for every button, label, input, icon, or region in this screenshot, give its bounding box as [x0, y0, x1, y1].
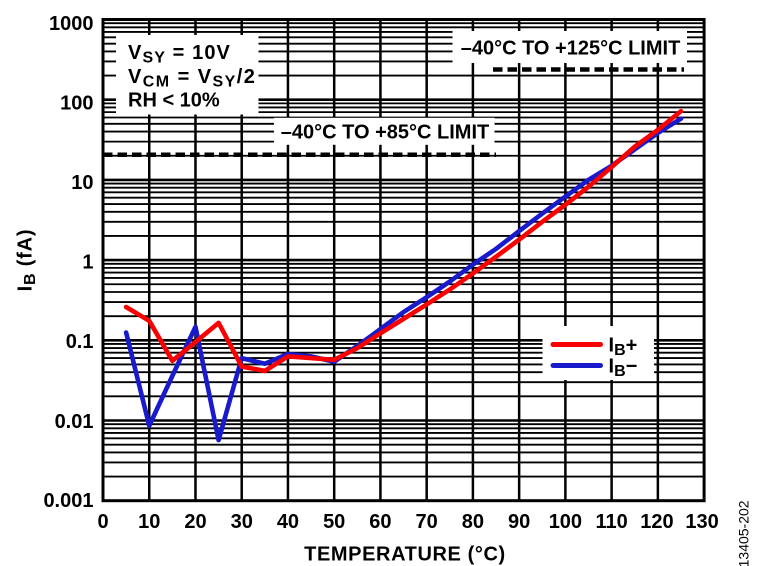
svg-text:–40°C TO +85°C LIMIT: –40°C TO +85°C LIMIT — [281, 122, 489, 144]
svg-text:1: 1 — [82, 252, 93, 274]
svg-text:TEMPERATURE (°C): TEMPERATURE (°C) — [304, 543, 506, 565]
svg-text:–40°C TO +125°C LIMIT: –40°C TO +125°C LIMIT — [461, 38, 681, 60]
svg-text:70: 70 — [416, 511, 438, 533]
svg-text:100: 100 — [60, 92, 93, 114]
svg-text:40: 40 — [277, 511, 299, 533]
svg-text:30: 30 — [231, 511, 253, 533]
svg-text:0.001: 0.001 — [43, 490, 93, 512]
svg-text:130: 130 — [685, 511, 718, 533]
svg-text:80: 80 — [462, 511, 484, 533]
svg-text:90: 90 — [508, 511, 530, 533]
svg-text:0.1: 0.1 — [66, 331, 94, 353]
svg-text:20: 20 — [184, 511, 206, 533]
svg-text:100: 100 — [549, 511, 582, 533]
svg-text:120: 120 — [640, 511, 673, 533]
svg-text:RH < 10%: RH < 10% — [128, 90, 220, 112]
svg-text:0: 0 — [97, 511, 108, 533]
svg-text:10: 10 — [71, 172, 93, 194]
svg-text:13405-202: 13405-202 — [736, 500, 752, 566]
svg-text:VSY = 10V: VSY = 10V — [128, 42, 231, 67]
svg-text:IB (fA): IB (fA) — [15, 229, 40, 292]
svg-text:1000: 1000 — [49, 13, 94, 35]
svg-text:50: 50 — [323, 511, 345, 533]
svg-text:60: 60 — [369, 511, 391, 533]
svg-text:0.01: 0.01 — [55, 411, 94, 433]
svg-text:10: 10 — [138, 511, 160, 533]
svg-text:110: 110 — [595, 511, 627, 533]
